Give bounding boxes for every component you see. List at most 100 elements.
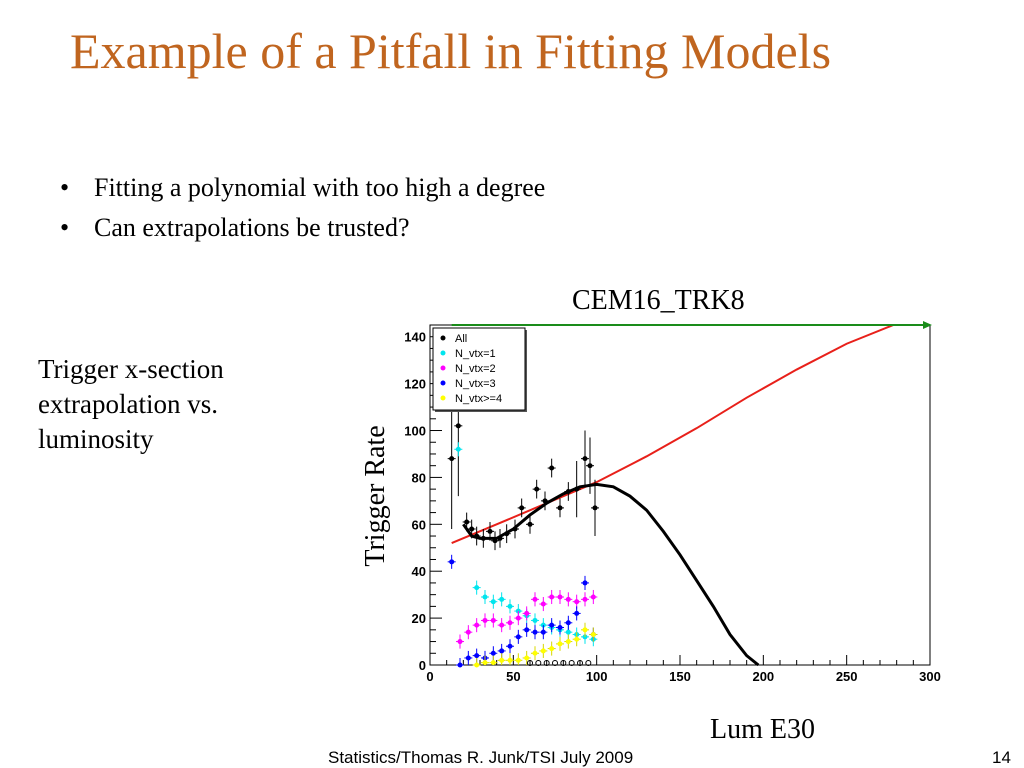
data-point: [490, 617, 496, 623]
data-point: [482, 660, 488, 666]
data-point: [549, 622, 555, 628]
open-data-point: [543, 660, 550, 666]
data-point: [499, 622, 505, 628]
x-tick-label: 300: [919, 669, 941, 684]
polynomial-fit-line: [462, 482, 760, 667]
bullet-item: Fitting a polynomial with too high a deg…: [60, 168, 545, 208]
data-point: [574, 486, 580, 492]
data-point: [549, 594, 555, 600]
data-point: [457, 639, 463, 645]
data-point: [565, 488, 571, 494]
data-point: [565, 620, 571, 626]
legend-marker: [440, 395, 446, 401]
open-data-point: [585, 660, 592, 666]
data-point: [590, 594, 596, 600]
data-point: [557, 505, 563, 511]
open-data-point: [527, 660, 533, 666]
data-point: [490, 650, 496, 656]
data-point: [587, 463, 593, 469]
data-point: [515, 634, 521, 640]
data-point: [469, 526, 475, 532]
open-data-point: [552, 660, 558, 666]
data-point: [474, 533, 480, 539]
legend-label: N_vtx=2: [455, 363, 496, 375]
data-point: [512, 526, 518, 532]
data-point: [449, 559, 455, 565]
side-note: Trigger x-section extrapolation vs. lumi…: [38, 352, 224, 457]
legend-label: N_vtx=3: [455, 378, 496, 390]
slide-footer: Statistics/Thomas R. Junk/TSI July 2009: [328, 748, 634, 767]
data-point: [542, 498, 548, 504]
data-point: [532, 596, 538, 602]
data-point: [474, 662, 480, 668]
data-point: [507, 620, 513, 626]
data-point: [565, 639, 571, 645]
bullet-list: Fitting a polynomial with too high a deg…: [60, 168, 545, 248]
legend-box: [432, 327, 526, 411]
legend-marker: [440, 350, 446, 356]
data-point: [490, 599, 496, 605]
y-tick-label: 120: [404, 377, 426, 392]
data-point: [582, 456, 588, 462]
data-point: [480, 535, 486, 541]
data-point: [524, 610, 530, 616]
data-point: [519, 505, 525, 511]
data-point: [482, 594, 488, 600]
x-tick-label: 250: [836, 669, 858, 684]
open-data-point: [577, 660, 583, 666]
data-point: [534, 486, 540, 492]
data-point: [557, 594, 563, 600]
y-tick-label: 80: [412, 470, 426, 485]
data-point: [532, 650, 538, 656]
y-tick-label: 0: [419, 658, 426, 673]
data-point: [540, 629, 546, 635]
data-point: [487, 528, 493, 534]
bullet-item: Can extrapolations be trusted?: [60, 208, 545, 248]
data-point: [507, 657, 513, 663]
data-point: [582, 596, 588, 602]
x-tick-label: 50: [506, 669, 520, 684]
data-point: [549, 465, 555, 471]
side-note-line: extrapolation vs.: [38, 389, 218, 419]
open-data-point: [560, 660, 567, 666]
data-point: [490, 660, 496, 666]
slide-title: Example of a Pitfall in Fitting Models: [70, 23, 832, 79]
open-data-point: [568, 660, 575, 666]
data-point: [532, 629, 538, 635]
open-data-point: [535, 660, 542, 666]
data-point: [582, 627, 588, 633]
x-tick-label: 100: [586, 669, 608, 684]
y-tick-label: 60: [412, 517, 426, 532]
x-axis-label: Lum E30: [710, 714, 815, 745]
data-point: [540, 601, 546, 607]
data-point: [457, 662, 463, 668]
data-point: [492, 538, 498, 544]
data-point: [504, 531, 510, 537]
data-point: [455, 423, 461, 429]
data-point: [474, 622, 480, 628]
data-point: [527, 521, 533, 527]
data-point: [557, 624, 563, 630]
legend-label: N_vtx=1: [455, 348, 496, 360]
data-point: [540, 648, 546, 654]
reference-arrow: [923, 321, 932, 329]
y-tick-label: 40: [412, 564, 426, 579]
y-tick-label: 100: [404, 424, 426, 439]
data-point: [524, 627, 530, 633]
legend-marker: [440, 335, 446, 341]
data-point: [532, 617, 538, 623]
x-tick-label: 0: [426, 669, 433, 684]
data-point: [474, 585, 480, 591]
y-tick-label: 20: [412, 611, 426, 626]
data-point: [524, 655, 530, 661]
data-point: [499, 657, 505, 663]
data-point: [565, 629, 571, 635]
data-point: [465, 629, 471, 635]
data-point: [582, 580, 588, 586]
chart-title: CEM16_TRK8: [572, 285, 745, 316]
data-point: [515, 657, 521, 663]
y-tick-label: 140: [404, 330, 426, 345]
x-tick-label: 200: [752, 669, 774, 684]
data-point: [574, 636, 580, 642]
